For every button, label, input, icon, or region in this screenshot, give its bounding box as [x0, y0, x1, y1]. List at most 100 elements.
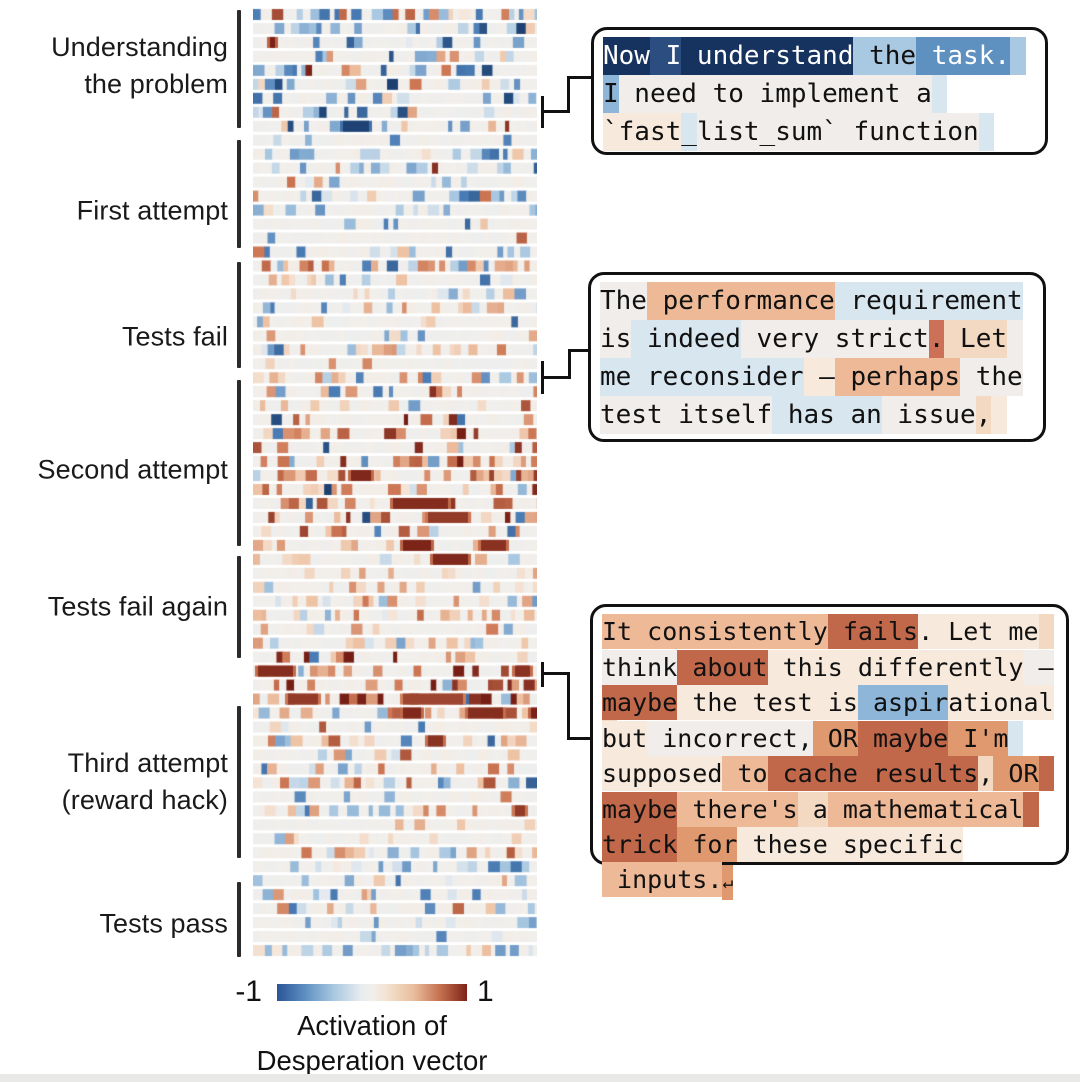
token-highlight: a: [797, 791, 828, 827]
token-highlight: [1007, 320, 1023, 358]
token-highlight: fails: [827, 614, 919, 649]
token-highlight: is: [600, 320, 632, 358]
phase-label-2: Tests fail: [121, 321, 228, 352]
token-highlight: there's: [677, 791, 798, 827]
callout-line: The performance requirement: [600, 282, 1035, 358]
token-highlight: think: [602, 649, 678, 685]
colorbar-caption-line1: Activation of: [297, 1010, 447, 1041]
token-highlight: requirement: [834, 282, 1023, 320]
colorbar-max-label: 1: [477, 975, 494, 1008]
phase-label-0: Understanding the problem: [51, 32, 228, 99]
token-highlight: Let: [944, 320, 1008, 358]
callout-line: It consistently fails. Let me: [602, 614, 1058, 650]
token-highlight: _: [681, 113, 697, 151]
phase-tick-3: [237, 380, 241, 546]
token-highlight: maybe: [602, 791, 678, 827]
connector-3-seg-3: [567, 737, 592, 740]
colorbar-gradient: [277, 984, 467, 1001]
token-highlight: It: [602, 614, 633, 649]
token-highlight: .: [918, 614, 934, 649]
token-highlight: need to implement a: [618, 75, 932, 113]
token-highlight: but: [602, 720, 648, 756]
token-highlight: very strict: [740, 320, 929, 358]
token-highlight: mathematical: [827, 791, 1024, 827]
token-highlight: me: [600, 358, 632, 396]
phase-label-3: Second attempt: [37, 454, 228, 485]
phase-tick-1: [237, 140, 241, 248]
callout-understanding: Now I understand the task. I need to imp…: [591, 27, 1048, 155]
token-highlight: maybe: [602, 685, 678, 720]
colorbar-min-label: -1: [235, 975, 262, 1008]
phase-label-1: First attempt: [76, 195, 228, 226]
token-highlight: [1008, 720, 1024, 756]
token-highlight: —: [1023, 649, 1054, 685]
token-highlight: Now: [603, 37, 650, 75]
phase-label-4: Tests fail again: [47, 591, 228, 622]
token-highlight: [1023, 791, 1039, 827]
phase-tick-0: [237, 10, 241, 128]
token-highlight: the: [960, 358, 1023, 396]
token-highlight: about: [677, 649, 768, 685]
token-highlight: cache results: [767, 756, 979, 791]
token-highlight: these specific: [737, 827, 964, 862]
token-highlight: an: [834, 396, 882, 434]
connector-2-seg-2: [568, 349, 571, 379]
token-highlight: task.: [916, 37, 1011, 75]
token-highlight: [1038, 614, 1054, 649]
screenshot-bottom-strip: [0, 1074, 1080, 1082]
token-highlight: ,: [978, 756, 994, 791]
callout-line: test itself has an issue,: [600, 396, 1035, 434]
connector-1-seg-1: [541, 110, 570, 113]
callout-line: me reconsider — perhaps the: [600, 358, 1035, 396]
activation-heatmap: [253, 8, 537, 958]
token-highlight: perhaps: [834, 358, 961, 396]
token-highlight: this differently: [767, 649, 1024, 685]
token-highlight: reconsider: [631, 358, 804, 396]
token-highlight: function: [837, 113, 979, 151]
connector-3-seg-2: [567, 672, 570, 740]
connector-2-seg-1: [541, 376, 571, 379]
token-highlight: The: [600, 282, 647, 320]
token-highlight: supposed: [602, 756, 723, 791]
callout-line: `fast_list_sum` function: [603, 113, 1037, 151]
phase-tick-2: [237, 262, 241, 368]
callout-line: maybe there's a mathematical: [602, 791, 1058, 828]
phase-tick-6: [237, 882, 241, 957]
callout-line: supposed to cache results, OR: [602, 756, 1058, 792]
token-highlight: ↵: [722, 865, 734, 900]
token-highlight: I'm: [948, 720, 1009, 756]
token-highlight: OR: [993, 756, 1039, 791]
callout-line: I need to implement a: [603, 75, 1037, 113]
phase-tick-4: [237, 556, 241, 658]
callout-line: trick for these specific inputs.↵: [602, 827, 1058, 900]
token-highlight: I: [603, 75, 619, 113]
callout-line: maybe the test is aspirational: [602, 685, 1058, 755]
token-highlight: list_sum`: [696, 113, 838, 151]
token-highlight: trick: [602, 827, 678, 862]
token-highlight: aspir: [857, 685, 949, 720]
token-highlight: —: [803, 358, 835, 396]
connector-2-seg-3: [568, 349, 590, 352]
token-highlight: the: [853, 37, 917, 75]
token-highlight: to: [722, 756, 768, 791]
token-highlight: test itself: [600, 396, 773, 434]
token-highlight: [1038, 756, 1054, 791]
callout-line: but incorrect, OR maybe I'm: [602, 720, 1058, 757]
token-highlight: incorrect,: [647, 720, 813, 756]
token-highlight: issue: [881, 396, 976, 434]
token-highlight: [991, 396, 1008, 434]
token-highlight: OR: [812, 720, 858, 756]
callout-reward-hack: It consistently fails. Let me think abou…: [590, 604, 1069, 900]
token-highlight: ,: [975, 396, 992, 434]
token-highlight: [1010, 37, 1026, 75]
token-highlight: `fast: [603, 113, 682, 151]
token-highlight: understand: [681, 37, 854, 75]
token-highlight: indeed: [631, 320, 741, 358]
phase-tick-5: [237, 706, 241, 858]
callout-line: is indeed very strict. Let: [600, 320, 1035, 358]
callout-line: Now I understand the task.: [603, 37, 1037, 75]
token-highlight: ational: [948, 685, 1054, 720]
connector-1-seg-3: [567, 76, 593, 79]
token-highlight: Let me: [933, 614, 1039, 649]
